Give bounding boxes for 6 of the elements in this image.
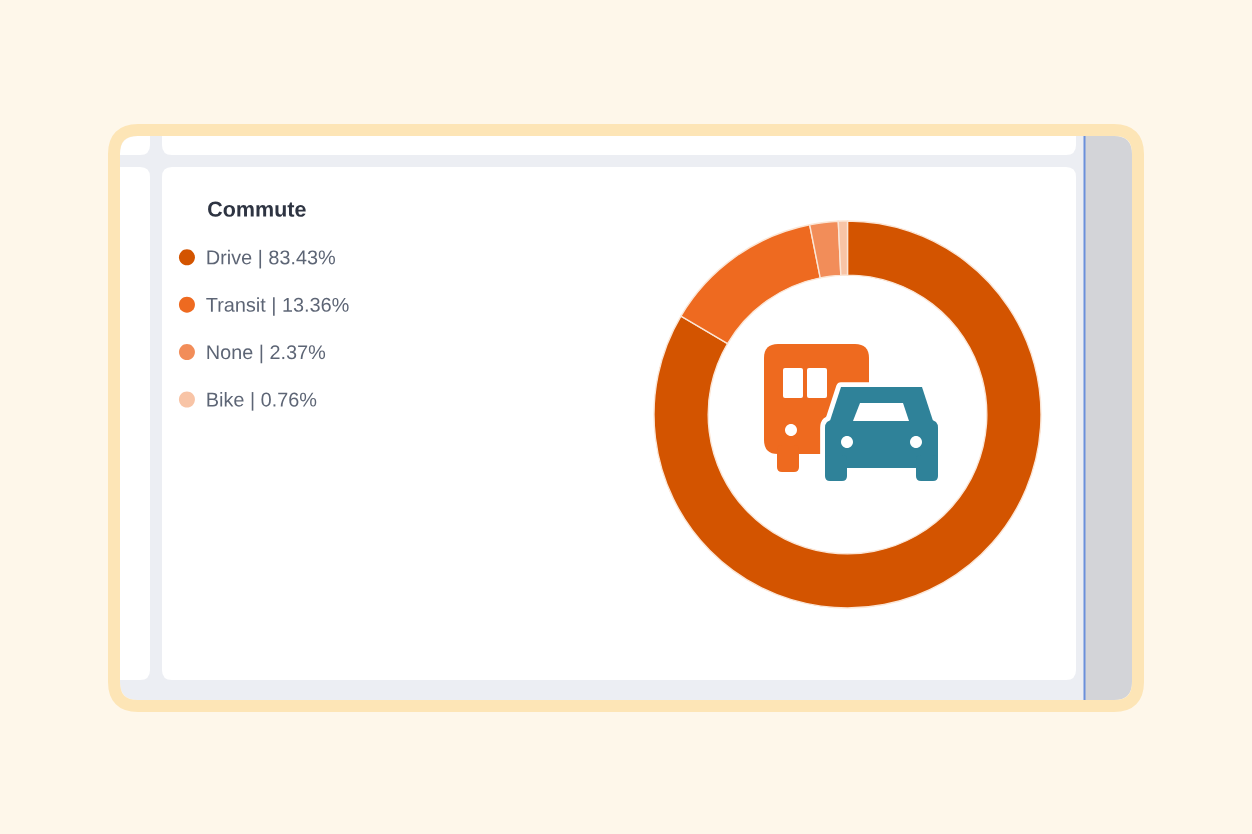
legend-label: Drive | 83.43% (207, 249, 335, 269)
legend-label: Bike | 0.76% (207, 392, 317, 411)
legend-label: None | 2.37% (207, 344, 326, 364)
legend-label: Transit | 13.36% (206, 297, 349, 316)
donut-slice (653, 220, 1042, 609)
legend-title: Commute (208, 201, 306, 217)
